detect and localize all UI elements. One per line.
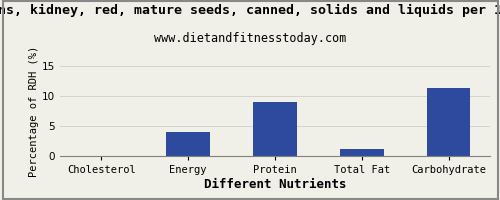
X-axis label: Different Nutrients: Different Nutrients — [204, 178, 346, 191]
Bar — [254, 102, 296, 156]
Text: Beans, kidney, red, mature seeds, canned, solids and liquids per 100g: Beans, kidney, red, mature seeds, canned… — [0, 4, 500, 17]
Bar — [166, 132, 210, 156]
Bar — [340, 149, 384, 156]
Text: www.dietandfitnesstoday.com: www.dietandfitnesstoday.com — [154, 32, 346, 45]
Bar — [427, 88, 470, 156]
Y-axis label: Percentage of RDH (%): Percentage of RDH (%) — [29, 45, 39, 177]
